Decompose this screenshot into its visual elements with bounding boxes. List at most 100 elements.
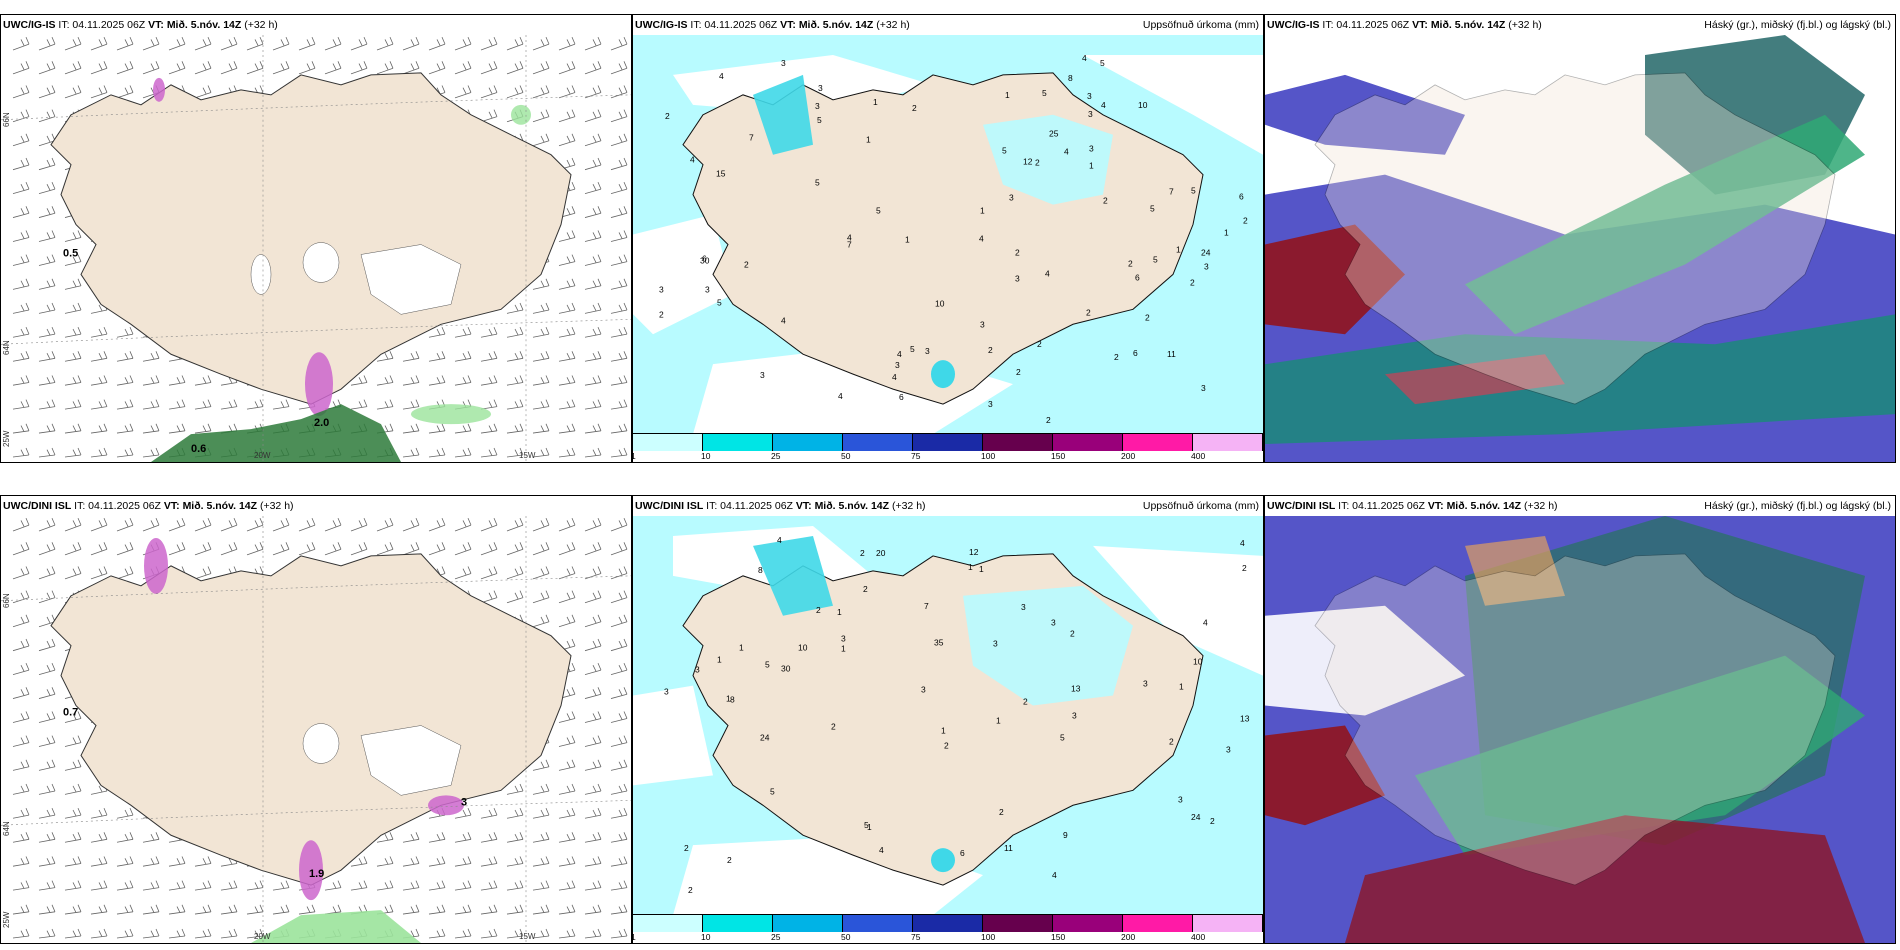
wind-barb [116, 351, 134, 362]
wind-barb [532, 375, 550, 386]
wind-barb [558, 832, 576, 843]
wind-barb [558, 423, 576, 434]
precip-value: 13 [1240, 713, 1250, 723]
precip-title: Uppsöfnuð úrkoma (mm) [1142, 500, 1259, 512]
precip-value: 3 [1021, 602, 1026, 612]
wind-barb [38, 662, 56, 676]
wind-barb [584, 302, 602, 314]
cloud-map [1265, 516, 1895, 943]
wind-barb [532, 447, 550, 458]
precip-value: 2 [863, 584, 868, 594]
wind-barb [38, 230, 56, 242]
wind-barb [610, 783, 628, 795]
wind-barb [506, 447, 524, 458]
wind-barb [584, 542, 602, 556]
wind-barb [506, 61, 524, 75]
wind-barb [12, 928, 30, 939]
precip-value: 2 [860, 548, 865, 558]
wind-barb [12, 904, 30, 915]
wind-barb [38, 807, 56, 819]
wind-barb [584, 133, 602, 147]
precip-value: 3 [925, 346, 930, 356]
wind-label: 0.7 [63, 707, 78, 719]
precip-value: 3 [659, 284, 664, 294]
wind-barb [38, 278, 56, 290]
precip-value: 2 [1046, 415, 1051, 425]
wind-barb [142, 880, 160, 891]
precip-value: 6 [1239, 192, 1244, 202]
precip-value: 2 [1128, 258, 1133, 268]
precip-value: 7 [847, 239, 852, 249]
wind-barb [90, 856, 108, 867]
precip-value: 6 [702, 253, 707, 263]
wind-barb [558, 85, 576, 99]
wind-barb [12, 206, 30, 218]
wind-barb [428, 928, 446, 939]
precip-value: 4 [1203, 618, 1208, 628]
wind-barb [610, 856, 628, 867]
wind-barb [402, 61, 420, 75]
wind-barb [480, 85, 498, 99]
precip-value: 13 [1071, 684, 1081, 694]
wind-barb [38, 759, 56, 771]
wind-barb [194, 517, 212, 532]
wind-barb [168, 856, 186, 867]
precip-value: 3 [781, 58, 786, 68]
wind-barb [532, 302, 550, 314]
wind-barb [142, 399, 160, 410]
wind-barb [38, 302, 56, 314]
wind-label: 1.9 [309, 868, 324, 880]
wind-barb [584, 759, 602, 771]
wind-barb [38, 423, 56, 434]
wind-barb [506, 542, 524, 556]
wind-barb [246, 904, 264, 915]
wind-barb [64, 542, 82, 556]
precip-value: 3 [815, 101, 820, 111]
colorbar-label: 50 [841, 451, 851, 461]
precip-value: 5 [1002, 146, 1007, 156]
wind-barb [532, 783, 550, 795]
wind-barb [558, 542, 576, 556]
wind-barb [38, 254, 56, 266]
precip-value: 2 [1243, 216, 1248, 226]
wind-barb [350, 375, 368, 386]
wind-barb [350, 517, 368, 532]
lon-label: 20W [254, 932, 271, 941]
wind-barb [610, 302, 628, 314]
wind-barb [12, 85, 30, 99]
wind-barb [610, 230, 628, 242]
wind-barb [610, 61, 628, 75]
wind-barb [402, 375, 420, 386]
wind-barb [12, 278, 30, 290]
precip-value: 8 [730, 695, 735, 705]
wind-barb [558, 880, 576, 891]
colorbar-swatch [983, 434, 1053, 451]
wind-barb [584, 687, 602, 699]
wind-barb [298, 904, 316, 915]
wind-barb [428, 61, 446, 75]
wind-barb [506, 517, 524, 532]
precip-value: 1 [1089, 161, 1094, 171]
colorbar-swatch [773, 434, 843, 451]
precip-value: 11 [1004, 843, 1013, 853]
wind-barb [38, 206, 56, 218]
wind-label: 0.6 [191, 443, 206, 455]
wind-barb [350, 856, 368, 867]
wind-barb [116, 904, 134, 915]
precip-value: 6 [960, 848, 965, 858]
wind-barb [610, 832, 628, 843]
wind-barb [90, 566, 108, 580]
wind-barb [506, 783, 524, 795]
wind-barb [584, 206, 602, 218]
wind-barb [532, 807, 550, 819]
precip-value: 1 [841, 644, 846, 654]
wind-barb [454, 61, 472, 75]
wind-barb [584, 423, 602, 434]
precip-value: 1 [941, 725, 946, 735]
wind-barb [38, 399, 56, 410]
wind-barb [610, 278, 628, 290]
wind-barb [38, 61, 56, 75]
wind-barb [142, 904, 160, 915]
wind-barb [610, 85, 628, 99]
wind-barb [532, 423, 550, 434]
